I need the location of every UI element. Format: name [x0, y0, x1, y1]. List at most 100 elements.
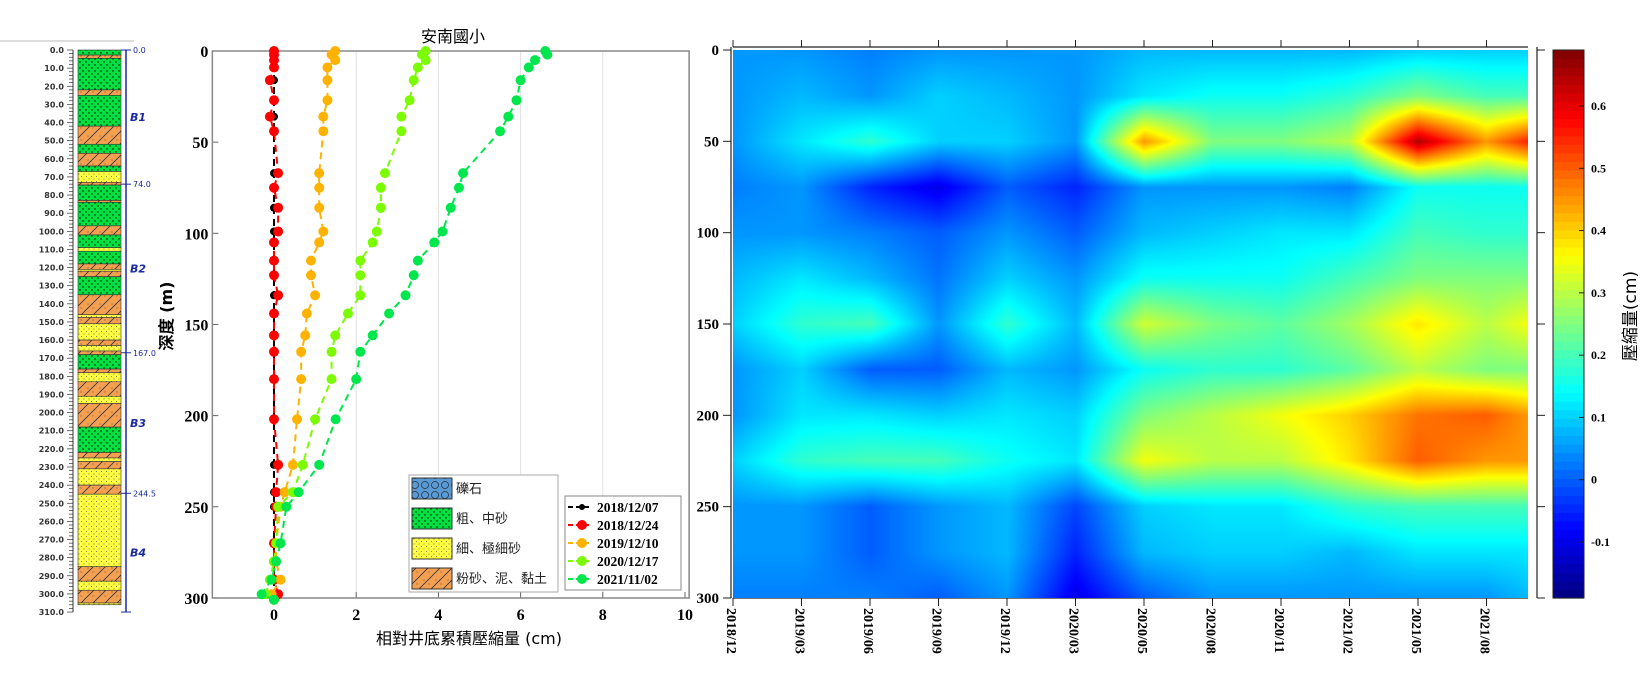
colorbar-segment: [1553, 555, 1584, 565]
colorbar-segment: [1553, 563, 1584, 573]
colorbar-tick-label: -0.1: [1591, 535, 1610, 549]
series-point-2019/12/10: [292, 414, 303, 425]
strat-depth-label: 20.0: [44, 82, 64, 91]
series-point-2018/12/24: [273, 226, 284, 237]
series-point-2018/12/24: [273, 202, 284, 213]
lithology-swatch-gravel: [411, 477, 453, 500]
unit-top-label: 0.0: [133, 46, 146, 55]
colorbar-segment: [1553, 520, 1584, 531]
y-tick-label: 200: [184, 409, 208, 426]
colorbar-segment: [1553, 272, 1584, 282]
heatmap-x-label: 2019/03: [792, 608, 807, 654]
colorbar-segment: [1553, 127, 1584, 137]
series-point-2019/12/10: [305, 255, 316, 266]
legend-marker: [579, 504, 585, 510]
colorbar-segment: [1553, 109, 1584, 120]
colorbar-tick-label: 0.2: [1591, 348, 1606, 362]
strat-layer-silt: [77, 89, 122, 96]
series-point-2020/12/17: [396, 126, 407, 137]
colorbar-segment: [1553, 58, 1584, 68]
series-point-2020/12/17: [404, 95, 415, 106]
strat-layer-silt: [77, 461, 122, 470]
heatmap-y-label: 300: [697, 591, 720, 607]
strat-depth-label: 240.0: [39, 481, 65, 490]
series-point-2018/12/24: [269, 374, 279, 385]
colorbar-tick-label: 0.5: [1591, 161, 1606, 175]
strat-layer-silt: [77, 263, 122, 270]
strat-depth-label: 120.0: [39, 264, 65, 273]
line-chart-title: 安南國小: [421, 27, 485, 46]
x-tick-label: 8: [599, 607, 607, 624]
strat-depth-label: 30.0: [44, 100, 64, 109]
heatmap-x-label: 2019/06: [860, 608, 875, 654]
y-tick-label: 50: [192, 135, 208, 152]
series-point-2018/12/24: [269, 308, 279, 319]
series-point-2019/12/10: [310, 290, 321, 301]
colorbar-segment: [1553, 478, 1584, 488]
colorbar-segment: [1553, 375, 1584, 385]
y-tick-label: 250: [184, 500, 208, 517]
y-tick-label: 150: [184, 317, 208, 334]
colorbar-segment: [1553, 538, 1584, 548]
series-point-2018/12/24: [264, 75, 275, 86]
heatmap-x-label: 2021/02: [1340, 608, 1355, 654]
strat-layer-coarse: [77, 49, 122, 56]
series-point-2020/12/17: [375, 182, 386, 193]
series-point-2020/12/17: [420, 55, 431, 66]
unit-name-B3: B3: [130, 417, 146, 430]
series-point-2020/12/17: [330, 330, 341, 341]
colorbar-segment: [1553, 358, 1584, 368]
colorbar-tick-label: 0: [1591, 473, 1597, 487]
series-point-2020/12/17: [355, 290, 366, 301]
series-point-2019/12/10: [300, 330, 311, 341]
strat-layer-silt: [77, 566, 122, 582]
heatmap-x-label: 2019/09: [929, 608, 944, 654]
colorbar-segment: [1553, 332, 1584, 342]
series-point-2021/11/02: [281, 501, 292, 512]
strat-layer-coarse: [77, 95, 122, 127]
strat-layer-fine: [77, 468, 122, 486]
legend-entry: 2018/12/07: [597, 500, 659, 515]
strat-layer-coarse: [77, 276, 122, 296]
x-tick-label: 10: [677, 607, 693, 624]
series-point-2021/11/02: [437, 226, 448, 237]
colorbar-segment: [1553, 84, 1584, 94]
strat-layer-coarse: [77, 201, 122, 227]
series-point-2019/12/10: [287, 459, 298, 470]
series-point-2020/12/17: [371, 226, 382, 237]
heatmap-x-label: 2018/12: [723, 608, 738, 654]
series-point-2021/11/02: [351, 374, 362, 385]
heatmap-y-label: 250: [697, 500, 720, 516]
strat-layer-fine: [77, 372, 122, 383]
series-point-2020/12/17: [310, 414, 321, 425]
colorbar-segment: [1553, 349, 1584, 359]
strat-layer-silt: [77, 452, 122, 459]
legend-marker: [577, 556, 587, 566]
series-point-2019/12/10: [314, 182, 325, 193]
colorbar-segment: [1553, 289, 1584, 299]
series-point-2020/12/17: [342, 308, 353, 319]
strat-depth-label: 190.0: [39, 390, 65, 399]
colorbar-segment: [1553, 435, 1584, 445]
colorbar-segment: [1553, 238, 1584, 248]
series-point-2018/12/24: [271, 487, 282, 498]
series-point-2021/11/02: [271, 556, 282, 567]
colorbar-segment: [1553, 50, 1584, 60]
strat-layer-coarse: [77, 58, 122, 91]
series-point-2019/12/10: [322, 95, 333, 106]
series-point-2021/11/02: [495, 126, 506, 137]
strat-layer-fine: [77, 345, 122, 352]
strat-layer-coarse: [77, 234, 122, 248]
series-point-2020/12/17: [408, 75, 419, 86]
heatmap-canvas: [733, 50, 1528, 598]
strat-layer-fine: [77, 493, 122, 568]
series-point-2021/11/02: [367, 330, 378, 341]
strat-depth-label: 80.0: [44, 191, 64, 200]
series-point-2018/12/24: [269, 270, 279, 281]
legend-entry: 2018/12/24: [597, 518, 659, 533]
strat-layer-silt: [77, 339, 122, 346]
series-point-2020/12/17: [355, 270, 366, 281]
colorbar-segment: [1553, 169, 1584, 180]
x-tick-label: 6: [517, 607, 525, 624]
colorbar-segment: [1553, 315, 1584, 325]
